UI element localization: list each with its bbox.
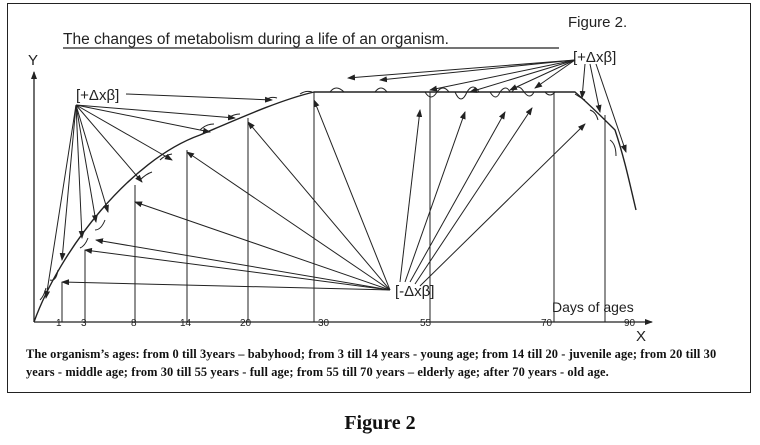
x-tick-55: 55 (420, 318, 432, 329)
x-tick-90: 90 (624, 318, 636, 329)
positive-right-label: [+Δxβ] (573, 49, 616, 66)
x-tick-1: 1 (56, 318, 62, 329)
metabolism-curve (33, 91, 637, 323)
age-caption: The organism’s ages: from 0 till 3years … (26, 347, 717, 379)
positive-left-arrows (44, 93, 273, 299)
x-tick-70: 70 (541, 318, 553, 329)
figure-label: Figure 2. (568, 14, 627, 31)
positive-left-label: [+Δxβ] (76, 87, 119, 104)
fluctuations (39, 86, 617, 301)
x-tick-30: 30 (318, 318, 330, 329)
diagram-title: The changes of metabolism during a life … (63, 31, 449, 48)
x-axis-label: X (636, 328, 646, 345)
x-tick-20: 20 (240, 318, 252, 329)
x-tick-3: 3 (81, 318, 87, 329)
y-axis-label: Y (28, 52, 38, 69)
positive-right-arrows (347, 59, 627, 153)
x-tick-14: 14 (180, 318, 192, 329)
x-tick-8: 8 (131, 318, 137, 329)
bottom-figure-title: Figure 2 (344, 412, 416, 434)
negative-label: [-Δxβ] (395, 283, 434, 300)
age-vertical-lines (61, 92, 606, 322)
x-tick-labels: 1 3 8 14 20 30 55 70 90 (56, 318, 636, 329)
x-axis-caption: Days of ages (552, 299, 634, 315)
figure-frame (7, 3, 751, 393)
negative-arrows (61, 99, 586, 291)
